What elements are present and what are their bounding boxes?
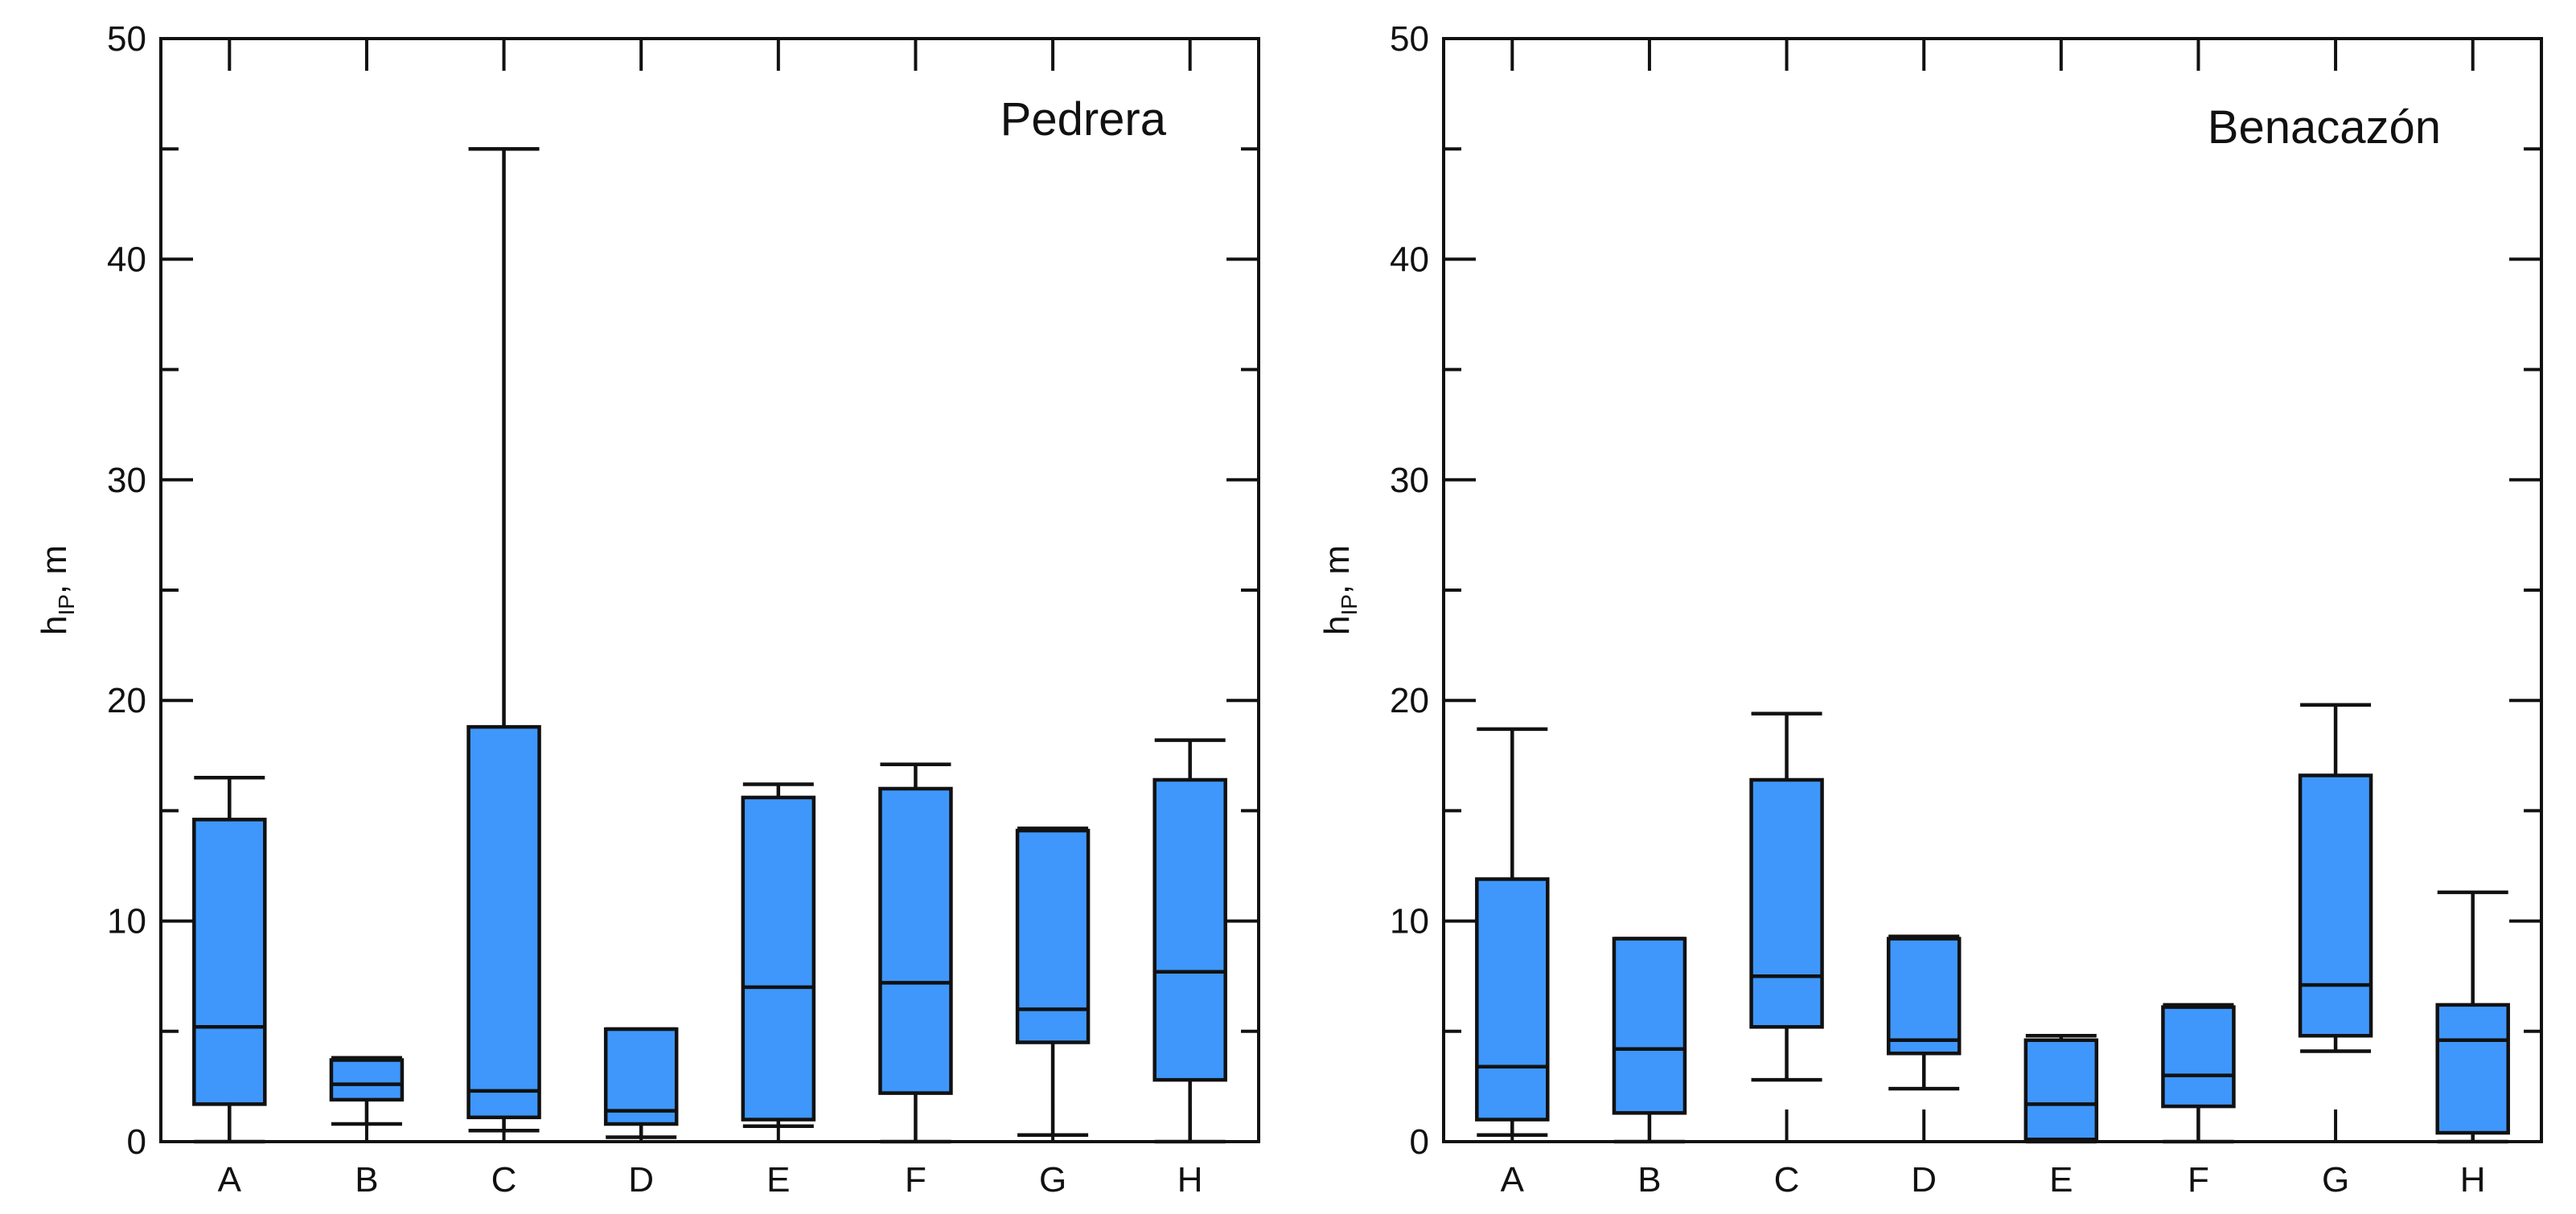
panel-2-ytick-label: 10 (1390, 902, 1429, 941)
panel-2-ytick-label: 40 (1390, 240, 1429, 279)
iqr-box (1886, 937, 1962, 1056)
panel-2-xtick-label-f: F (2188, 1160, 2209, 1200)
iqr-box (192, 818, 267, 1106)
panel-2-xtick-label-c: C (1774, 1160, 1800, 1200)
panel-1-xtick-label-d: D (628, 1160, 654, 1200)
panel-1-ytick-label: 40 (107, 240, 146, 279)
panel-2-box-d (1886, 934, 1962, 1091)
panel-1-y-axis-label: hIP, m (35, 545, 79, 635)
iqr-box (1612, 937, 1687, 1115)
panel-2-ytick-label: 50 (1390, 19, 1429, 59)
panel-1-ytick-label: 50 (107, 19, 146, 59)
panel-2-xtick-label-g: G (2322, 1160, 2349, 1200)
panel-1-box-c (466, 146, 541, 1133)
panel-1-ytick-label: 0 (127, 1122, 146, 1162)
panel-2-box-b (1612, 937, 1687, 1144)
panel-2-box-a (1475, 727, 1550, 1138)
panel-1-box-d (603, 1027, 679, 1139)
panel-1-box-b (329, 1056, 405, 1126)
panel-2-ytick-label: 0 (1410, 1122, 1429, 1162)
panel-2-box-g (2298, 703, 2373, 1053)
iqr-box (1152, 777, 1227, 1082)
iqr-box (466, 724, 541, 1120)
panel-2-box-c (1749, 712, 1824, 1082)
iqr-box (2023, 1038, 2099, 1142)
panel-1-xtick-label-f: F (905, 1160, 926, 1200)
panel-1-xtick-label-a: A (218, 1160, 242, 1200)
panel-1-box-g (1015, 826, 1091, 1138)
panel-1-xtick-label-b: B (355, 1160, 378, 1200)
iqr-box (2161, 1005, 2236, 1109)
panel-2-box-h (2435, 890, 2510, 1144)
panel-2-y-axis-label: hIP, m (1317, 545, 1362, 635)
panel-2-box-f (2161, 1003, 2236, 1144)
panel-2-xtick-label-a: A (1501, 1160, 1525, 1200)
iqr-box (878, 786, 953, 1095)
panel-2-xtick-label-h: H (2460, 1160, 2486, 1200)
panel-2-ytick-label: 20 (1390, 681, 1429, 720)
panel-2-box-e (2023, 1034, 2099, 1144)
y-axis-label-main: h (35, 616, 74, 635)
panel-1-plot: 0 10 20 30 40 50 A B C D E F G H Pedrera hIP, m (35, 19, 1260, 1200)
y-axis-label-main: h (1317, 616, 1357, 635)
panel-1-box-h (1152, 738, 1227, 1144)
panel-1-box-a (192, 775, 267, 1144)
panel-2-xtick-label-b: B (1637, 1160, 1661, 1200)
panel-1-title: Pedrera (1000, 93, 1167, 146)
panel-1-xtick-label-h: H (1177, 1160, 1203, 1200)
y-axis-label-unit: , m (35, 545, 74, 594)
panel-1-ytick-label: 20 (107, 681, 146, 720)
panel-1-ytick-label: 10 (107, 902, 146, 941)
panel-2-ytick-label: 30 (1390, 461, 1429, 500)
iqr-box (2435, 1003, 2510, 1135)
panel-1-xtick-label-g: G (1039, 1160, 1066, 1200)
y-axis-label-subscript: IP (54, 594, 79, 615)
panel-2-title: Benacazón (2208, 101, 2441, 154)
iqr-box (1749, 777, 1824, 1029)
panel-1-xtick-label-e: E (766, 1160, 790, 1200)
iqr-box (741, 795, 816, 1122)
iqr-box (603, 1027, 679, 1126)
iqr-box (1015, 828, 1091, 1044)
y-axis-label-subscript: IP (1337, 594, 1362, 615)
y-axis-label-unit: , m (1317, 545, 1357, 594)
panel-1-box-f (878, 762, 953, 1144)
iqr-box (1475, 877, 1550, 1122)
iqr-box (329, 1058, 405, 1102)
panel-2-plot: 0 10 20 30 40 50 A B C D E F G H Benacazón hIP, m (1317, 19, 2543, 1200)
panel-1-box-e (741, 782, 816, 1129)
panel-2-xtick-label-d: D (1911, 1160, 1937, 1200)
panel-1-ytick-label: 30 (107, 461, 146, 500)
panel-2-xtick-label-e: E (2049, 1160, 2073, 1200)
panel-1-xtick-label-c: C (491, 1160, 517, 1200)
iqr-box (2298, 773, 2373, 1038)
